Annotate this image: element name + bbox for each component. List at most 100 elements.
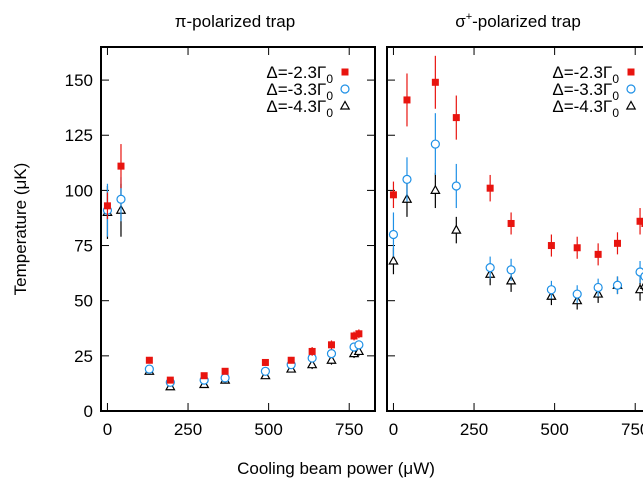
legend-label-sub: 0: [326, 72, 333, 86]
marker-square: [327, 341, 335, 349]
marker-square: [613, 239, 621, 247]
marker-circle: [402, 174, 412, 184]
marker-square: [573, 244, 581, 252]
marker-square: [636, 217, 643, 225]
legend-label: Δ=-2.3Γ0: [266, 63, 333, 86]
x-tick-label: 750: [621, 420, 643, 439]
x-tick-label: 500: [254, 420, 282, 439]
marker-square: [287, 356, 295, 364]
marker-square: [507, 219, 515, 227]
marker-circle: [546, 285, 557, 295]
marker-triangle: [451, 224, 462, 234]
x-tick-label: 250: [460, 420, 488, 439]
marker-triangle: [326, 354, 337, 364]
y-tick-label: 100: [65, 181, 93, 200]
legend-label: Δ=-3.3Γ0: [552, 80, 619, 103]
marker-square: [431, 78, 439, 86]
legend-label-sub: 0: [612, 106, 619, 120]
y-tick-label: 150: [65, 71, 93, 90]
x-axis-label: Cooling beam power (μW): [237, 459, 435, 478]
x-tick-label: 0: [103, 420, 112, 439]
panel-sigma-title-main: σ: [455, 12, 466, 31]
panel-pi-title: π-polarized trap: [175, 12, 295, 31]
legend-label-main: Δ=-2.3Γ: [266, 63, 326, 82]
legend-label: Δ=-4.3Γ0: [552, 97, 619, 120]
marker-square: [389, 191, 397, 199]
marker-triangle: [306, 358, 318, 369]
x-tick-label: 750: [335, 420, 363, 439]
marker-square: [145, 356, 153, 364]
marker-square: [166, 376, 174, 384]
legend-label-sub: 0: [326, 106, 333, 120]
marker-triangle: [625, 100, 637, 110]
marker-circle: [430, 139, 440, 149]
x-tick-label: 500: [540, 420, 568, 439]
marker-square: [641, 219, 643, 227]
panel-pi-ticks: 0 250 500 750 0 25 50 75 100 125 150: [65, 47, 375, 439]
marker-square: [221, 367, 229, 375]
y-tick-label: 25: [74, 347, 93, 366]
marker-circle: [572, 289, 582, 299]
y-tick-label: 50: [74, 292, 93, 311]
legend-label: Δ=-2.3Γ0: [552, 63, 619, 86]
marker-circle: [451, 181, 461, 191]
marker-circle: [640, 272, 643, 281]
marker-circle: [485, 263, 495, 273]
legend-label-sub: 0: [612, 72, 619, 86]
legend-label-sub: 0: [326, 89, 333, 103]
y-axis-label: Temperature (μK): [11, 163, 30, 296]
marker-square: [452, 114, 460, 122]
marker-circle: [144, 364, 154, 374]
marker-triangle: [388, 255, 399, 265]
panel-sigma-title-rest: -polarized trap: [472, 12, 581, 31]
legend-label-main: Δ=-3.3Γ: [552, 80, 612, 99]
marker-triangle: [339, 100, 351, 110]
marker-circle: [340, 84, 350, 94]
y-tick-label: 125: [65, 126, 93, 145]
panel-pi: π-polarized trap Temperature (μK) 0 250 50…: [11, 12, 376, 439]
legend-label-main: Δ=-4.3Γ: [266, 97, 326, 116]
marker-square: [355, 330, 363, 338]
legend-label-sub: 0: [612, 89, 619, 103]
marker-square: [200, 372, 208, 380]
panel-sigma-title-sup: +: [466, 11, 472, 23]
marker-circle: [260, 366, 270, 376]
x-tick-label: 0: [389, 420, 398, 439]
marker-square: [486, 184, 494, 192]
panel-sigma-data: [388, 55, 643, 310]
legend-label: Δ=-3.3Γ0: [266, 80, 333, 103]
marker-square: [308, 347, 316, 355]
marker-square: [117, 162, 125, 170]
marker-square: [403, 96, 411, 104]
y-tick-label: 75: [74, 237, 93, 256]
marker-square: [341, 68, 349, 76]
marker-circle: [354, 340, 364, 350]
panel-sigma-frame: [386, 46, 643, 412]
marker-square: [103, 202, 111, 210]
marker-circle: [388, 229, 399, 240]
legend-label-main: Δ=-4.3Γ: [552, 97, 612, 116]
marker-triangle: [430, 184, 441, 194]
panel-pi-data: [102, 144, 365, 391]
marker-triangle: [634, 283, 643, 294]
panel-sigma-title: σ+-polarized trap: [455, 11, 581, 31]
legend-label-main: Δ=-3.3Γ: [266, 80, 326, 99]
y-tick-label: 0: [84, 402, 93, 421]
marker-circle: [612, 280, 623, 290]
marker-circle: [626, 84, 636, 94]
legend-label: Δ=-4.3Γ0: [266, 97, 333, 120]
marker-circle: [220, 373, 230, 383]
marker-circle: [593, 282, 603, 293]
x-tick-label: 250: [174, 420, 202, 439]
marker-square: [594, 250, 602, 258]
legend-label-main: Δ=-2.3Γ: [552, 63, 612, 82]
marker-circle: [116, 194, 126, 204]
marker-square: [350, 332, 358, 340]
marker-square: [261, 358, 269, 366]
marker-circle: [506, 265, 516, 275]
panel-pi-frame: [100, 46, 376, 412]
